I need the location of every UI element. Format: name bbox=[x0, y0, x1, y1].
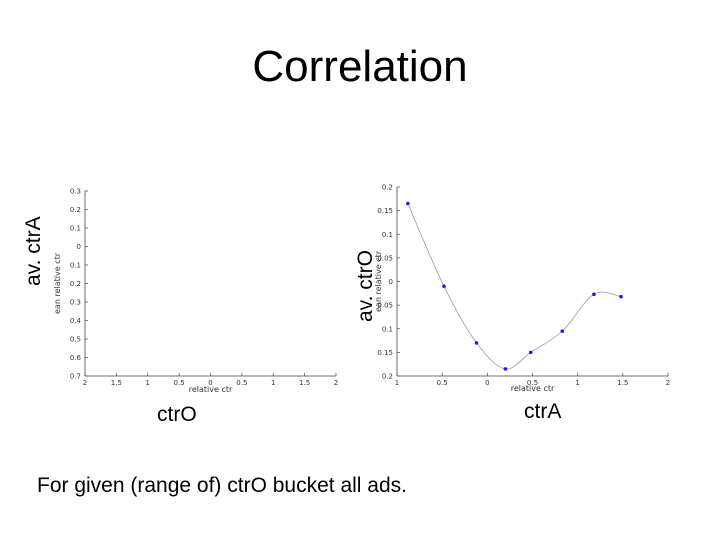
chart2-data-point bbox=[560, 329, 565, 333]
chart2-x-tick-label: 1 bbox=[575, 379, 579, 387]
chart1-y-tick-label: 0.5 bbox=[70, 336, 81, 344]
chart2-y-tick-label: 0.15 bbox=[377, 349, 393, 357]
chart1-y-tick-label: 0.4 bbox=[70, 317, 82, 325]
chart2-y-axis-title: ean relative ctr bbox=[374, 250, 383, 312]
chart2-x-tick-label: 1.5 bbox=[617, 379, 628, 387]
chart1-x-tick-label: 0 bbox=[208, 379, 212, 387]
chart2-series-line bbox=[407, 203, 622, 370]
chart1-y-tick-label: 0.1 bbox=[70, 262, 81, 270]
chart2-x-tick-label: 0.5 bbox=[527, 379, 538, 387]
chart1-y-axis-title: ean relative ctr bbox=[53, 252, 62, 314]
chart2-x-tick-label: 0 bbox=[485, 379, 489, 387]
chart2-y-tick-label: 0.05 bbox=[377, 302, 393, 310]
chart1-x-axis-title: relative ctr bbox=[189, 385, 233, 394]
chart1-y-tick-label: 0.2 bbox=[70, 206, 81, 214]
slide-caption: For given (range of) ctrO bucket all ads… bbox=[37, 474, 407, 497]
chart1-y-tick-label: 0.3 bbox=[70, 299, 81, 307]
chart1-x-tick-label: 1 bbox=[271, 379, 275, 387]
left-chart-x-label: ctrO bbox=[157, 403, 197, 426]
chart1-y-tick-label: 0.3 bbox=[70, 188, 81, 196]
chart2-y-tick-label: 0.15 bbox=[377, 207, 393, 215]
chart2-y-tick-label: 0.2 bbox=[382, 184, 393, 192]
chart2-x-tick-label: 1 bbox=[395, 379, 399, 387]
chart2-data-point bbox=[592, 292, 596, 297]
chart2-x-tick-label: 0.5 bbox=[437, 379, 448, 387]
chart2-data-point bbox=[528, 350, 533, 355]
chart2-y-tick-label: 0.1 bbox=[382, 325, 393, 333]
slide-title: Correlation bbox=[252, 42, 468, 91]
chart1-y-tick-label: 0.2 bbox=[70, 280, 81, 288]
chart1-y-tick-label: 0 bbox=[77, 243, 81, 251]
chart2-y-tick-label: 0 bbox=[389, 278, 393, 286]
chart2-x-tick-label: 2 bbox=[666, 379, 670, 387]
chart1-x-tick-label: 0.5 bbox=[236, 379, 247, 387]
chart2-y-tick-label: 0.05 bbox=[377, 254, 393, 262]
chart1-x-tick-label: 0.5 bbox=[174, 379, 185, 387]
chart2-y-tick-label: 0.1 bbox=[382, 231, 393, 239]
chart2-x-axis-title: relative ctr bbox=[511, 384, 555, 393]
right-chart-x-label: ctrA bbox=[524, 400, 562, 423]
chart1-y-tick-label: 0.1 bbox=[70, 225, 81, 233]
chart2-data-point bbox=[503, 367, 508, 371]
chart2-data-point bbox=[406, 201, 410, 206]
chart2-y-tick-label: 0.2 bbox=[382, 373, 393, 381]
chart1-x-tick-label: 2 bbox=[83, 379, 87, 387]
chart2-data-point bbox=[474, 341, 479, 345]
chart1-y-tick-label: 0.6 bbox=[70, 354, 82, 362]
chart2-data-point bbox=[442, 284, 446, 289]
chart1-x-tick-label: 2 bbox=[334, 379, 338, 387]
chart1-x-tick-label: 1.5 bbox=[299, 379, 310, 387]
chart2-data-point bbox=[619, 294, 623, 299]
chart1-y-tick-label: 0.7 bbox=[70, 373, 81, 381]
chart1-x-tick-label: 1 bbox=[146, 379, 150, 387]
chart1-x-tick-label: 1.5 bbox=[111, 379, 122, 387]
